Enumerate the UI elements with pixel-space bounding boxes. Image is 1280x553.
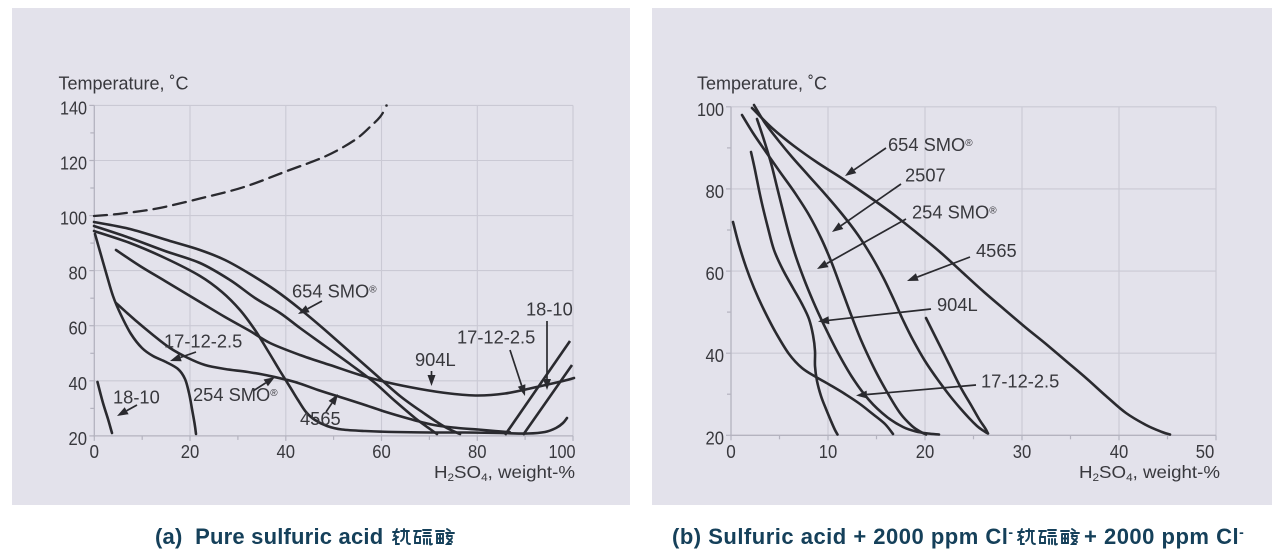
svg-text:100: 100 <box>549 441 576 462</box>
svg-text:60: 60 <box>69 318 88 339</box>
svg-text:18-10: 18-10 <box>526 299 573 320</box>
svg-text:2507: 2507 <box>905 165 946 186</box>
svg-text:904L: 904L <box>415 349 456 370</box>
svg-text:80: 80 <box>706 181 725 202</box>
svg-text:40: 40 <box>706 345 725 366</box>
svg-text:Temperature, ˚C: Temperature, ˚C <box>697 73 827 94</box>
svg-text:17-12-2.5: 17-12-2.5 <box>981 371 1059 392</box>
svg-text:17-12-2.5: 17-12-2.5 <box>457 327 535 348</box>
svg-text:(b) Sulfuric acid + 2000 ppm C: (b) Sulfuric acid + 2000 ppm Cl- <box>672 524 1014 549</box>
svg-text:654 SMO®: 654 SMO® <box>888 134 973 155</box>
svg-text:254 SMO®: 254 SMO® <box>912 202 997 223</box>
svg-text:20: 20 <box>916 441 935 462</box>
svg-text:20: 20 <box>69 428 88 449</box>
svg-text:140: 140 <box>60 97 87 118</box>
svg-text:4565: 4565 <box>976 240 1017 261</box>
svg-text:4565: 4565 <box>300 408 341 429</box>
svg-text:904L: 904L <box>937 294 978 315</box>
svg-text:100: 100 <box>697 99 724 120</box>
svg-text:20: 20 <box>706 427 725 448</box>
svg-text:60: 60 <box>706 263 725 284</box>
svg-text:654 SMO®: 654 SMO® <box>292 281 377 302</box>
svg-text:20: 20 <box>181 441 200 462</box>
svg-text:120: 120 <box>60 153 87 174</box>
svg-text:100: 100 <box>60 208 87 229</box>
svg-text:60: 60 <box>372 441 391 462</box>
svg-text:0: 0 <box>90 441 100 462</box>
svg-text:10: 10 <box>819 441 838 462</box>
svg-text:80: 80 <box>468 441 487 462</box>
svg-text:0: 0 <box>726 441 736 462</box>
svg-text:80: 80 <box>69 263 88 284</box>
svg-text:30: 30 <box>1013 441 1032 462</box>
svg-text:Temperature, ˚C: Temperature, ˚C <box>59 73 189 94</box>
svg-text:+ 2000 ppm Cl-: + 2000 ppm Cl- <box>1084 524 1244 549</box>
svg-text:254 SMO®: 254 SMO® <box>193 384 278 405</box>
svg-text:40: 40 <box>277 441 296 462</box>
svg-text:40: 40 <box>69 373 88 394</box>
svg-text:40: 40 <box>1110 441 1129 462</box>
svg-text:18-10: 18-10 <box>113 387 160 408</box>
svg-text:(a) Pure sulfuric acid: (a) Pure sulfuric acid <box>155 524 383 549</box>
svg-text:50: 50 <box>1196 441 1215 462</box>
svg-text:17-12-2.5: 17-12-2.5 <box>164 331 242 352</box>
